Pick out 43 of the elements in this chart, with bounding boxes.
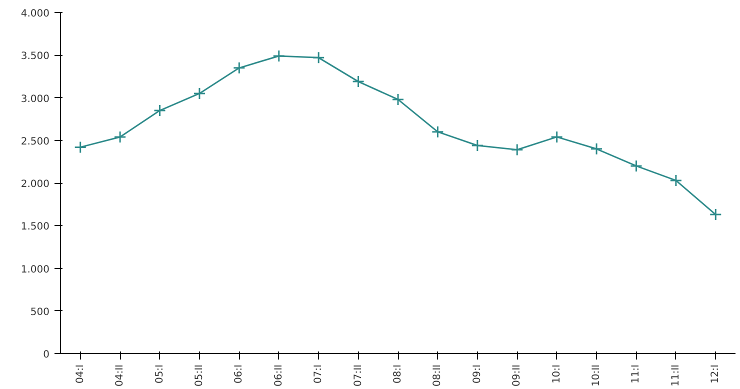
point — [74, 140, 87, 154]
point — [550, 130, 564, 144]
y-tick-label: 0 — [43, 350, 50, 360]
x-tick-label: 05:II — [194, 364, 205, 386]
point — [352, 75, 365, 88]
x-tick-label: 09:I — [472, 364, 483, 384]
point — [709, 208, 722, 221]
point — [272, 50, 286, 62]
point — [590, 142, 603, 156]
point — [232, 62, 246, 74]
point — [670, 174, 682, 187]
point — [154, 104, 166, 117]
y-tick-label: 3.000 — [20, 94, 50, 105]
y-tick-label: 1.500 — [20, 222, 50, 233]
point — [431, 126, 444, 138]
y-tick-label: 3.500 — [20, 51, 50, 62]
point — [471, 139, 484, 152]
x-tick-label: 12:I — [710, 364, 722, 384]
point — [392, 93, 404, 106]
x-tick-label: 10:I — [551, 364, 562, 384]
y-tick-label: 1.000 — [20, 264, 50, 276]
point — [114, 130, 126, 144]
x-tick-label: 04:II — [114, 364, 126, 386]
y-tick-label: 500 — [30, 306, 50, 318]
x-tick-label: 09:II — [512, 364, 523, 386]
point — [193, 87, 206, 100]
x-tick-label: 06:II — [273, 364, 284, 386]
y-tick-label: 4.000 — [20, 8, 50, 20]
x-tick-label: 11:I — [630, 364, 642, 384]
x-tick-label: 07:II — [352, 364, 364, 386]
x-tick-label: 06:I — [234, 364, 245, 384]
x-tick-label: 05:I — [154, 364, 166, 384]
x-tick-label: 08:II — [432, 364, 444, 386]
x-tick-label: 04:I — [74, 364, 86, 384]
x-tick-label: 08:I — [392, 364, 404, 384]
y-tick-label: 2.500 — [20, 136, 50, 148]
x-tick-label: 11:II — [670, 364, 682, 386]
point — [312, 51, 325, 64]
x-tick-label: 07:I — [313, 364, 324, 384]
point — [510, 144, 524, 156]
point — [630, 160, 642, 172]
y-tick-label: 2.000 — [20, 179, 50, 190]
x-tick-label: 10:II — [591, 364, 602, 386]
